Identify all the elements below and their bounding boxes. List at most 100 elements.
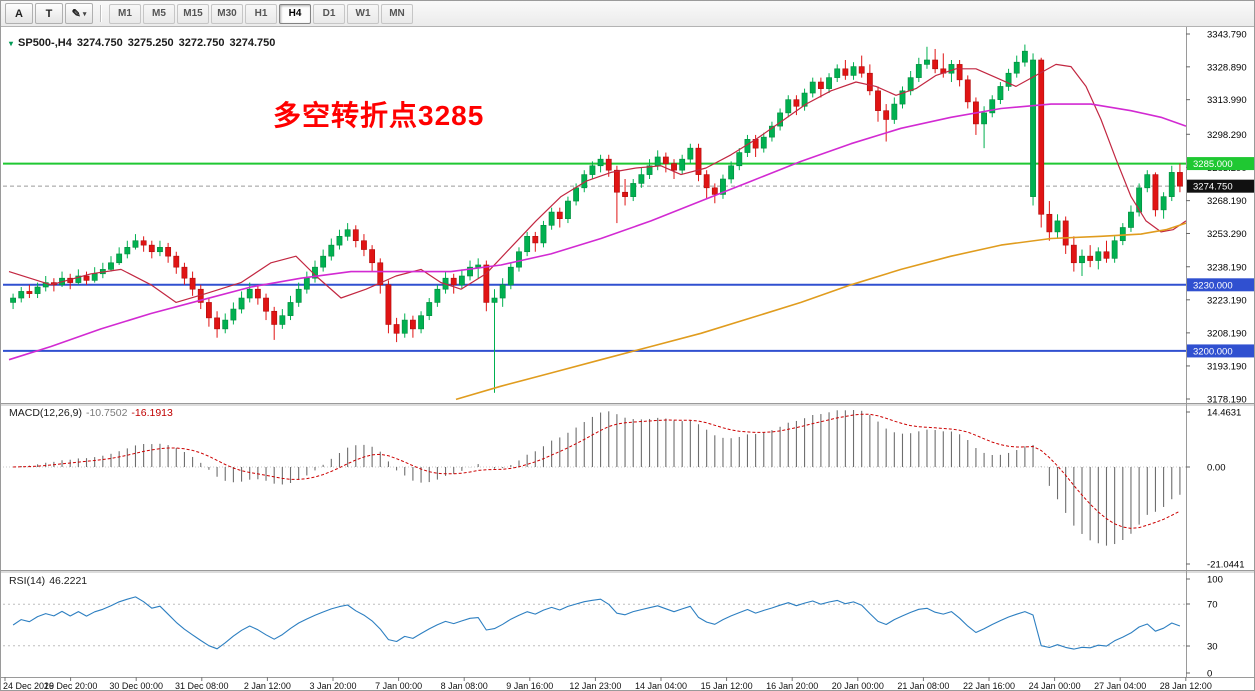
- timeframe-button-m15[interactable]: M15: [177, 3, 209, 24]
- timeframe-button-w1[interactable]: W1: [347, 3, 379, 24]
- crosshair-tool-button-label: T: [45, 7, 53, 20]
- candle: [728, 161, 735, 184]
- candle: [711, 183, 718, 204]
- candle: [483, 260, 490, 312]
- candle: [197, 284, 204, 310]
- time-axis-label: 15 Jan 12:00: [700, 681, 753, 691]
- candle: [124, 240, 131, 259]
- timeframe-button-mn[interactable]: MN: [381, 3, 413, 24]
- candle: [817, 77, 824, 98]
- macd-value-signal: -16.1913: [131, 407, 173, 419]
- macd-histogram: [20, 410, 1181, 546]
- candle: [328, 238, 335, 261]
- candle: [393, 317, 400, 343]
- candle: [246, 282, 253, 303]
- time-axis-label: 9 Jan 16:00: [506, 681, 554, 691]
- timeframe-button-m30[interactable]: M30: [211, 3, 243, 24]
- chart-close-value: 3274.750: [229, 37, 276, 49]
- macd-title: MACD(12,26,9): [9, 407, 82, 419]
- timeframe-button-m1[interactable]: M1: [109, 3, 141, 24]
- time-axis-label: 16 Jan 20:00: [766, 681, 819, 691]
- time-axis-label: 26 Dec 20:00: [43, 681, 98, 691]
- chart-canvas[interactable]: 3343.7903328.8903313.9903298.2903283.290…: [1, 26, 1255, 691]
- candle: [385, 280, 392, 334]
- ma-fast-red: [8, 63, 1187, 303]
- candle: [654, 150, 661, 171]
- candle: [850, 62, 857, 80]
- price-badge-3230.000: [1187, 278, 1254, 292]
- candle: [361, 234, 367, 257]
- crosshair-tool-button[interactable]: T: [35, 3, 63, 24]
- candle: [1054, 214, 1061, 239]
- candle: [26, 284, 33, 299]
- candle: [809, 77, 816, 98]
- candle: [1160, 192, 1167, 219]
- candle: [336, 229, 343, 250]
- cursor-tool-button[interactable]: A: [5, 3, 33, 24]
- candle: [108, 256, 114, 272]
- candle: [1168, 165, 1175, 202]
- candle: [973, 97, 979, 135]
- ma-mid-magenta: [8, 103, 1187, 361]
- candle: [458, 269, 465, 290]
- drawing-tools-button-label: ✎: [71, 8, 81, 20]
- candle: [67, 273, 74, 290]
- candle: [499, 278, 506, 307]
- macd-value-main: -10.7502: [85, 407, 128, 419]
- candle: [491, 289, 498, 393]
- candle: [1062, 216, 1069, 254]
- candlestick-series: [10, 44, 1183, 393]
- toolbar-separator: [100, 5, 102, 22]
- candle: [875, 86, 881, 122]
- candle: [1095, 247, 1102, 270]
- price-axis-label: 3178.190: [1207, 394, 1247, 405]
- panel-separator[interactable]: [1, 570, 1255, 573]
- time-axis-label: 24 Jan 00:00: [1028, 681, 1081, 691]
- panel-separator[interactable]: [1, 403, 1255, 406]
- timeframe-button-h4[interactable]: H4: [279, 3, 311, 24]
- candle: [83, 271, 90, 285]
- time-axis-label: 30 Dec 00:00: [109, 681, 163, 691]
- candle: [858, 55, 865, 78]
- time-axis-label: 22 Jan 16:00: [962, 681, 1016, 691]
- time-axis[interactable]: 24 Dec 2019 26 Dec 20:00 30 Dec 00:00 31 De…: [1, 679, 1254, 691]
- candle: [785, 95, 792, 118]
- timeframe-button-h1[interactable]: H1: [245, 3, 277, 24]
- candle: [140, 236, 147, 252]
- candle: [157, 240, 163, 257]
- price-axis-label: 3313.990: [1207, 95, 1247, 106]
- candle: [989, 95, 996, 118]
- candle: [1111, 236, 1118, 263]
- candle: [801, 88, 808, 111]
- candle: [1128, 205, 1134, 232]
- candle: [295, 282, 302, 307]
- candle: [638, 167, 645, 188]
- candle: [777, 108, 784, 131]
- candle: [442, 271, 449, 294]
- timeframe-button-d1[interactable]: D1: [313, 3, 345, 24]
- candle: [91, 267, 98, 283]
- candle: [516, 247, 522, 272]
- rsi-axis-label: 30: [1207, 642, 1218, 653]
- candle: [695, 143, 702, 182]
- rsi-axis-label: 100: [1207, 575, 1223, 586]
- price-axis-label: 3238.190: [1207, 262, 1247, 273]
- candle: [344, 223, 351, 241]
- price-badge-3274.750: [1187, 179, 1254, 193]
- candle: [1079, 249, 1085, 276]
- candle: [671, 159, 677, 180]
- instrument-icon: ▾: [9, 39, 14, 48]
- horizontal-lines: [3, 162, 1186, 352]
- time-axis-label: 20 Jan 00:00: [831, 681, 884, 691]
- drawing-tools-button[interactable]: ✎ ▾: [65, 3, 93, 24]
- timeframe-buttons-group: M1 M5 M15 M30 H1 H4 D1 W1 MN: [109, 3, 413, 24]
- time-axis-label: 8 Jan 08:00: [440, 681, 488, 691]
- candle: [720, 174, 726, 199]
- candle: [703, 170, 710, 199]
- timeframe-button-m5[interactable]: M5: [143, 3, 175, 24]
- price-axis[interactable]: 3343.7903328.8903313.9903298.2903283.290…: [1186, 26, 1247, 680]
- price-axis-label: 3268.190: [1207, 196, 1247, 207]
- tool-buttons-group: A T ✎ ▾: [5, 3, 93, 24]
- chart-area: 3343.7903328.8903313.9903298.2903283.290…: [1, 26, 1254, 690]
